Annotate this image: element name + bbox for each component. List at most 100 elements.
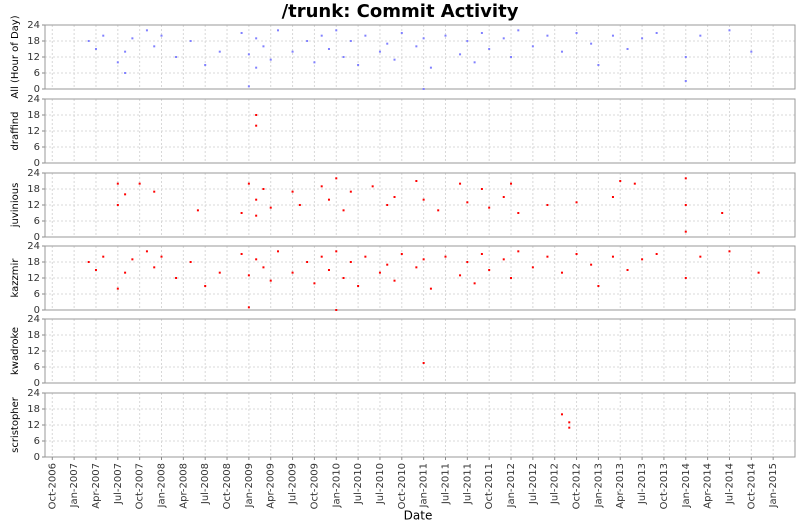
point	[444, 34, 447, 37]
point	[721, 212, 724, 214]
point	[459, 53, 462, 56]
x-tick-label: Oct-2011	[484, 463, 495, 509]
point	[247, 85, 250, 88]
point	[568, 421, 571, 424]
point	[189, 40, 192, 42]
x-tick-label: Oct-2013	[659, 463, 670, 509]
point	[116, 287, 119, 290]
x-tick-label: Jul-2011	[440, 463, 451, 505]
x-tick-label: Oct-2012	[572, 463, 583, 509]
point	[684, 80, 687, 82]
x-tick-label: Jul-2011	[462, 463, 473, 505]
point	[102, 34, 105, 37]
x-tick-label: Oct-2008	[222, 463, 233, 509]
point	[655, 253, 658, 255]
point	[641, 258, 644, 261]
y-tick-label: 18	[27, 184, 40, 195]
point	[218, 271, 221, 274]
point	[94, 48, 97, 50]
point	[327, 48, 330, 50]
point	[459, 182, 462, 185]
y-tick-label: 0	[34, 158, 40, 169]
point	[641, 37, 644, 40]
point	[364, 255, 367, 258]
y-tick-label: 6	[34, 362, 40, 373]
point	[517, 212, 520, 214]
point	[313, 282, 316, 285]
point	[320, 255, 323, 258]
plot-frame	[44, 318, 796, 384]
point	[531, 45, 534, 48]
point	[510, 277, 513, 279]
y-tick-label: 6	[34, 142, 40, 153]
point	[145, 250, 148, 253]
x-tick-label: Apr-2014	[703, 463, 714, 509]
point	[262, 266, 265, 269]
x-tick-label: Jan-2008	[157, 463, 168, 508]
y-tick-label: 12	[27, 273, 40, 284]
x-tick-label: Jul-2008	[200, 463, 211, 505]
point	[153, 45, 156, 48]
point	[560, 413, 563, 416]
x-tick-label: Jul-2012	[528, 463, 539, 505]
point	[124, 193, 127, 196]
point	[116, 61, 119, 64]
point	[575, 253, 578, 255]
point	[255, 258, 258, 261]
point	[466, 201, 469, 204]
point	[247, 53, 250, 56]
point	[291, 271, 294, 274]
point	[400, 253, 403, 255]
x-tick-label: Oct-2014	[746, 463, 757, 509]
y-tick-label: 24	[27, 388, 40, 399]
point	[422, 88, 425, 90]
point	[568, 426, 571, 429]
point	[510, 56, 513, 58]
plot-frame	[44, 98, 796, 164]
point	[357, 64, 360, 66]
point	[502, 196, 505, 198]
y-tick-label: 18	[27, 36, 40, 47]
point	[422, 37, 425, 40]
point	[488, 206, 491, 209]
x-tick-label: Jan-2013	[593, 463, 604, 508]
x-tick-label: Apr-2008	[178, 463, 189, 509]
point	[466, 40, 469, 42]
point	[291, 50, 294, 53]
point	[175, 277, 178, 279]
point	[444, 255, 447, 258]
plot-frame	[44, 392, 796, 458]
x-tick-label: Oct-2006	[47, 463, 58, 509]
point	[240, 212, 243, 214]
point	[480, 188, 483, 190]
point	[480, 253, 483, 255]
plot-frame	[44, 245, 796, 311]
point	[393, 279, 396, 282]
point	[699, 255, 702, 258]
y-axis-label: scristopher	[10, 396, 21, 453]
point	[422, 258, 425, 261]
x-tick-label: Oct-2010	[397, 463, 408, 509]
x-tick-label: Jan-2009	[244, 463, 255, 508]
point	[335, 177, 338, 180]
point	[590, 263, 593, 266]
point	[327, 269, 330, 271]
x-tick-label: Apr-2013	[615, 463, 626, 509]
point	[633, 182, 636, 185]
point	[400, 32, 403, 34]
y-axis-label: All (Hour of Day)	[10, 15, 21, 98]
point	[313, 61, 316, 64]
point	[415, 266, 418, 269]
point	[684, 177, 687, 180]
point	[116, 182, 119, 185]
point	[160, 34, 163, 37]
x-tick-label: Jan-2012	[506, 463, 517, 508]
point	[124, 72, 127, 74]
x-axis-label: Date	[404, 509, 433, 523]
point	[386, 42, 389, 45]
point	[269, 206, 272, 209]
y-tick-label: 6	[34, 68, 40, 79]
point	[378, 50, 381, 53]
point	[757, 271, 760, 274]
